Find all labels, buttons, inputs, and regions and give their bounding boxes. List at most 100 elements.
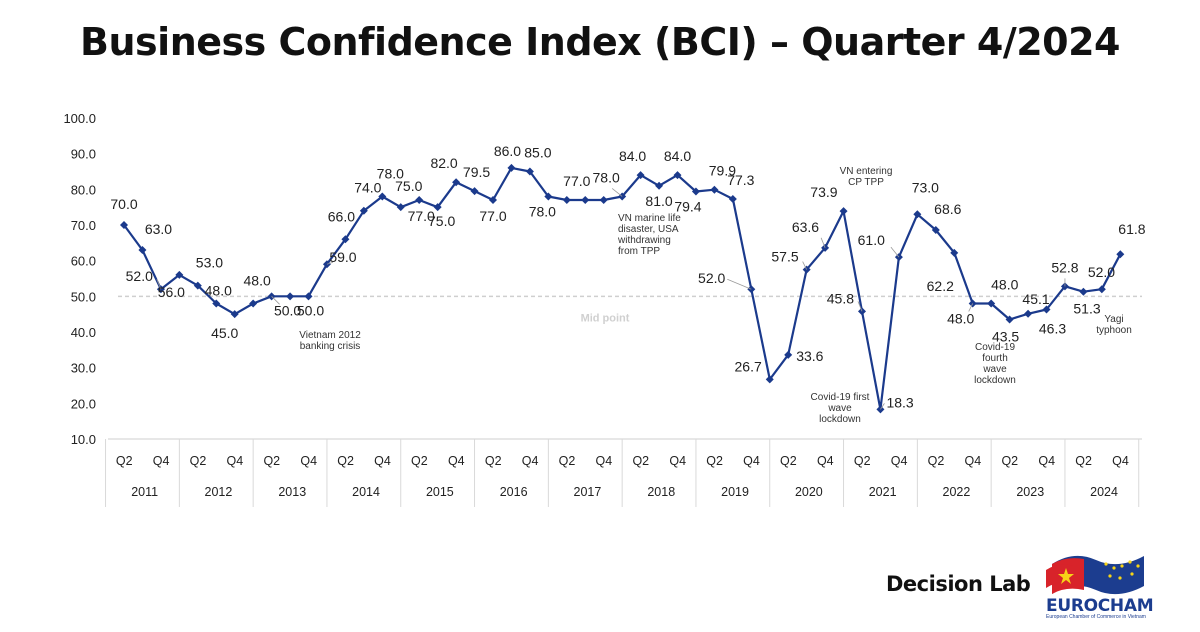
x-tick-q4: Q4 [596,454,613,468]
annotation-text: VN marine life disaster, USA withdrawing fr… [617,213,681,257]
data-point [839,207,848,216]
x-year-label: 2021 [869,485,897,499]
data-label: 26.7 [735,358,762,374]
annotation-text: VN entering CP TPP [840,166,893,188]
x-tick-q4: Q4 [669,454,686,468]
data-point [1079,287,1088,296]
data-label: 48.0 [244,272,271,288]
x-year-label: 2017 [574,485,602,499]
annotation-text: Yagi typhoon [1096,314,1132,336]
data-label: 63.6 [792,219,819,235]
eurocham-flag-icon [1046,555,1144,595]
x-tick-q2: Q2 [928,454,945,468]
label-leader-line [326,261,334,265]
data-point [931,225,940,234]
x-year-label: 2018 [647,485,675,499]
data-point [138,245,147,254]
data-label: 82.0 [430,155,457,171]
data-label: 79.4 [674,198,701,214]
data-label: 73.9 [810,184,837,200]
data-label: 52.0 [698,270,725,286]
annotation-line: fourth [982,353,1008,364]
data-label: 81.0 [645,193,672,209]
data-point [1005,315,1014,324]
x-tick-q2: Q2 [337,454,354,468]
data-label: 52.0 [1088,264,1115,280]
x-tick-q2: Q2 [706,454,723,468]
data-label: 48.0 [991,276,1018,292]
data-point [359,206,368,215]
y-tick-label: 40.0 [71,325,96,340]
x-year-label: 2015 [426,485,454,499]
data-label: 78.0 [529,203,556,219]
x-year-label: 2011 [131,485,158,499]
data-point [341,235,350,244]
data-label: 50.0 [274,302,301,318]
y-tick-label: 90.0 [71,147,96,162]
data-label: 66.0 [328,208,355,224]
data-point [433,203,442,212]
data-label: 43.5 [992,329,1019,345]
data-label: 18.3 [886,394,913,410]
data-label: 50.0 [297,302,324,318]
y-tick-label: 100.0 [63,111,96,126]
x-tick-q4: Q4 [1038,454,1055,468]
x-tick-q4: Q4 [522,454,539,468]
x-tick-q2: Q2 [559,454,576,468]
annotation-line: Covid-19 [975,342,1015,353]
annotation-line: wave [982,364,1007,375]
annotation-line: disaster, USA [618,224,679,235]
x-tick-q2: Q2 [116,454,133,468]
x-tick-q2: Q2 [1001,454,1018,468]
y-tick-label: 30.0 [71,361,96,376]
data-point [987,299,996,308]
annotation-line: lockdown [974,375,1016,386]
x-year-label: 2023 [1016,485,1044,499]
data-point [544,192,553,201]
y-tick-label: 70.0 [71,218,96,233]
bci-series-line [123,166,1122,411]
label-leader-line [611,188,623,197]
y-tick-label: 10.0 [71,432,96,447]
annotation-line: VN marine life [618,213,681,224]
x-tick-q2: Q2 [263,454,280,468]
data-point [452,178,461,187]
data-label: 68.6 [934,201,961,217]
data-point [765,375,774,384]
x-year-label: 2014 [352,485,380,499]
data-label: 62.2 [927,278,954,294]
data-label: 59.0 [329,249,356,265]
label-leader-line [271,296,280,305]
label-leader-line [890,246,900,258]
y-tick-label: 80.0 [71,182,96,197]
data-label: 61.8 [1118,221,1145,237]
data-label: 45.0 [211,325,238,341]
data-point [1024,309,1033,318]
x-tick-q2: Q2 [632,454,649,468]
data-point [581,196,590,205]
annotation-line: Covid-19 first [811,392,870,403]
label-leader-line [727,278,752,290]
midpoint-label: Mid point [581,312,630,324]
data-label: 77.0 [408,208,435,224]
x-tick-q4: Q4 [743,454,760,468]
chart-title: Business Confidence Index (BCI) – Quarte… [80,20,1120,64]
label-leader-line [820,237,826,248]
data-label: 77.3 [727,172,754,188]
data-point [507,163,516,172]
annotation-line: lockdown [819,414,861,425]
data-point [120,221,128,229]
data-point [599,196,608,205]
x-tick-q4: Q4 [1112,454,1129,468]
data-point [562,196,571,205]
data-point [286,292,295,301]
x-tick-q2: Q2 [411,454,428,468]
x-tick-q2: Q2 [1075,454,1092,468]
label-leader-line [880,403,885,410]
data-point [230,310,239,319]
annotation-line: from TPP [618,246,660,257]
data-point [913,210,922,219]
data-label: 79.5 [463,164,490,180]
y-tick-label: 60.0 [71,254,96,269]
